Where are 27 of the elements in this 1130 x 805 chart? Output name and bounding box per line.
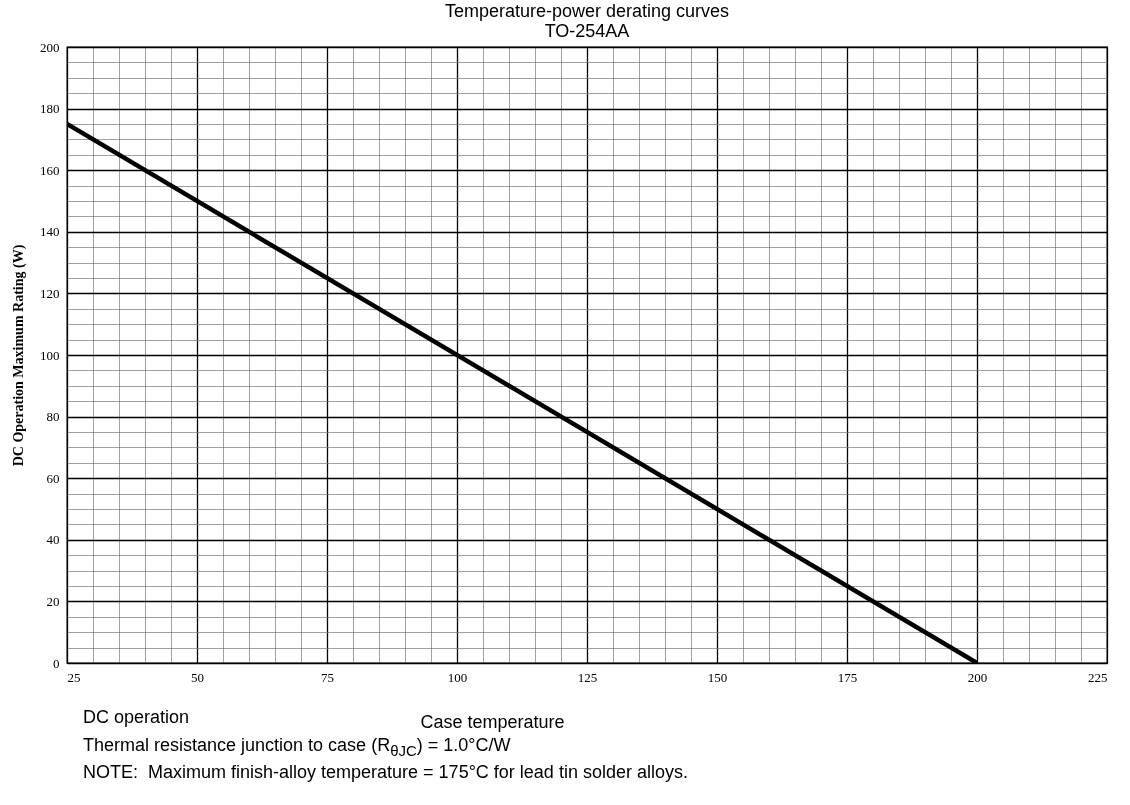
y-tick-label: 160: [40, 162, 60, 178]
x-tick-label: 75: [321, 669, 334, 685]
y-tick-label: 140: [40, 224, 60, 240]
x-tick-label: 200: [967, 669, 988, 685]
text: DC operation: [83, 707, 190, 728]
x-tick-label: 125: [577, 669, 598, 685]
chart-title: Temperature-power derating curves: [444, 1, 730, 21]
x-tick-label: 25: [67, 669, 81, 685]
y-tick-label: 80: [46, 409, 60, 425]
x-tick-label: 225: [1088, 669, 1108, 685]
y-tick-label: 40: [46, 532, 60, 548]
x-tick-label: 150: [707, 669, 728, 685]
text: Thermal resistance junction to case (R$_{θJC}$) = 1.0°C/W: [83, 735, 511, 759]
x-axis-title: Case temperature: [420, 711, 565, 732]
y-tick-label: 100: [40, 347, 60, 363]
y-tick-label: 0: [53, 655, 60, 671]
chart-subtitle: TO-254AA: [544, 21, 630, 41]
text: NOTE: Maximum finish-alloy temperature = 175°C for lead tin solder alloys.: [83, 762, 688, 783]
y-tick-label: 60: [46, 470, 60, 486]
y-tick-label: 20: [46, 593, 60, 609]
y-tick-label: 200: [40, 39, 60, 55]
x-tick-label: 175: [837, 669, 858, 685]
y-tick-label: 180: [40, 101, 60, 117]
x-tick-label: 50: [191, 669, 204, 685]
x-tick-label: 100: [447, 669, 468, 685]
y-axis-title: DC Operation Maximum Rating (W): [11, 244, 27, 467]
y-tick-label: 120: [40, 285, 60, 301]
